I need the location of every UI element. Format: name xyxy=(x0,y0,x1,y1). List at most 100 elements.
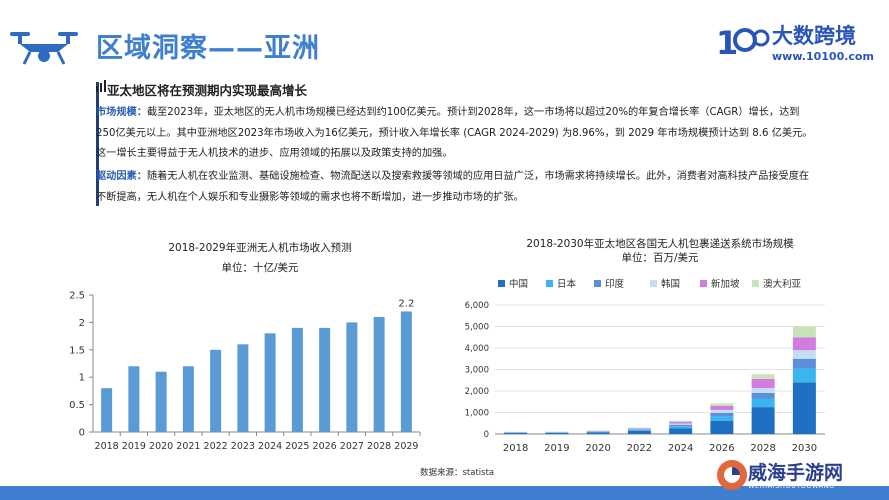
chart2-bar-segment xyxy=(669,423,693,425)
chart1-bar xyxy=(346,322,358,432)
chart2-bar-segment xyxy=(504,432,528,434)
chart2-bar-segment xyxy=(751,398,775,408)
chart1-bar xyxy=(128,366,140,432)
chart1-bar xyxy=(101,388,113,432)
chart2-legend-label: 中国 xyxy=(509,279,529,290)
chart1-unit: 单位：十亿/美元 xyxy=(221,262,299,274)
chart2-y-tick-label: 3,000 xyxy=(465,366,489,376)
watermark-logo-icon xyxy=(717,460,747,490)
chart2-x-tick-label: 2028 xyxy=(750,443,775,454)
chart1-bar xyxy=(155,371,167,432)
chart2-bar-segment xyxy=(710,403,734,406)
chart2-y-tick-label: 1,000 xyxy=(465,409,489,419)
svg-text:1: 1 xyxy=(716,24,738,62)
chart2-y-tick-label: 6,000 xyxy=(465,301,489,311)
logo-url: www.10100.com xyxy=(772,50,874,63)
chart2-bar-segment xyxy=(545,432,569,434)
chart2-x-tick-label: 2022 xyxy=(627,443,652,454)
chart2-legend-label: 日本 xyxy=(557,279,577,290)
chart1-bar xyxy=(319,327,331,432)
chart1-y-tick-label: 0 xyxy=(79,428,85,439)
driver-paragraph: 驱动因素：随着无人机在农业监测、基础设施检查、物流配送以及搜索救援等领域的应用日… xyxy=(96,167,816,208)
chart1-data-label: 2.2 xyxy=(398,298,414,309)
chart2-y-tick-label: 0 xyxy=(484,430,489,440)
chart2-y-tick-label: 2,000 xyxy=(465,387,489,397)
chart2-bar-segment xyxy=(627,428,651,430)
chart2-legend-label: 新加坡 xyxy=(711,279,740,290)
chart2-bar-segment xyxy=(669,424,693,427)
chart1-x-tick-label: 2028 xyxy=(367,441,391,452)
chart2-bar-segment xyxy=(751,387,775,393)
chart2-bar-segment xyxy=(627,430,651,431)
chart1-x-tick-label: 2022 xyxy=(204,441,228,452)
chart2-bar-segment xyxy=(669,428,693,434)
chart2-legend-item: 韩国 xyxy=(650,276,680,290)
chart1-x-tick-label: 2025 xyxy=(285,441,309,452)
chart2-bar-segment xyxy=(627,428,651,429)
chart2-x-tick-label: 2020 xyxy=(585,443,610,454)
watermark-text: 威海手游网 xyxy=(748,462,844,484)
chart2-bar-segment xyxy=(669,426,693,429)
chart2-legend-swatch xyxy=(498,279,505,287)
chart2-stacked-bar-chart: 0 1,000 2,000 3,000 4,000 5,000 6,000 2018 2019 2… xyxy=(465,301,825,454)
chart2-legend-item: 澳大利亚 xyxy=(752,276,801,290)
chart2-bar-segment xyxy=(627,430,651,434)
section-headline: 亚太地区将在预测期内实现最高增长 xyxy=(107,83,308,98)
chart2-x-tick-label: 2026 xyxy=(709,443,734,454)
chart1-y-tick-label: 0.5 xyxy=(69,400,85,411)
driver-text: 随着无人机在农业监测、基础设施检查、物流配送以及搜索救援等领域的应用日益广泛，市… xyxy=(96,171,810,203)
chart2-bar-segment xyxy=(669,420,693,422)
chart2-legend-item: 新加坡 xyxy=(700,276,740,290)
accent-bar xyxy=(96,82,99,206)
footer-band xyxy=(0,486,889,500)
chart2-legend-swatch xyxy=(752,279,759,287)
chart2-bar-segment xyxy=(792,350,816,359)
chart2-x-tick-label: 2019 xyxy=(544,443,569,454)
chart2-bar-segment xyxy=(792,358,816,369)
market-text: 截至2023年，亚太地区的无人机市场规模已经达到约100亿美元。预计到2028年… xyxy=(96,107,813,159)
chart2-legend-label: 韩国 xyxy=(661,279,681,290)
chart2-legend-swatch xyxy=(546,279,553,287)
driver-label: 驱动因素： xyxy=(96,171,147,182)
chart2-legend-swatch xyxy=(594,279,601,287)
chart1-bar xyxy=(291,327,303,432)
chart2-bar-segment xyxy=(751,374,775,379)
chart1-y-tick-label: 2 xyxy=(79,318,85,329)
chart2-x-tick-label: 2030 xyxy=(792,443,817,454)
chart2-x-tick-label: 2024 xyxy=(668,443,693,454)
chart2-x-tick-label: 2018 xyxy=(503,443,528,454)
chart2-legend-swatch xyxy=(700,279,707,287)
chart2-bar-segment xyxy=(710,409,734,413)
chart2-y-tick-label: 4,000 xyxy=(465,344,489,354)
chart2-legend-item: 中国 xyxy=(498,276,528,290)
chart1-bar xyxy=(237,344,249,432)
chart2-bar-segment xyxy=(710,405,734,410)
logo-icon: 1 xyxy=(716,24,770,62)
chart2-bar-segment xyxy=(669,421,693,424)
chart1-bar xyxy=(210,349,222,432)
chart2-legend-label: 澳大利亚 xyxy=(763,279,802,290)
chart1-y-tick-label: 1 xyxy=(79,373,85,384)
page-title: 区域洞察——亚洲 xyxy=(96,33,320,64)
chart2-bar-segment xyxy=(710,420,734,434)
logo-name: 大数跨境 xyxy=(772,24,856,48)
chart1-bar xyxy=(182,366,194,432)
data-source: 数据来源：statista xyxy=(420,468,495,478)
chart2-bar-segment xyxy=(710,416,734,421)
chart1-x-tick-label: 2027 xyxy=(340,441,364,452)
chart2-bar-segment xyxy=(710,412,734,417)
chart1-bar xyxy=(264,333,276,432)
chart1-y-tick-label: 2.5 xyxy=(69,291,85,302)
chart2-bar-segment xyxy=(792,326,816,338)
chart2-legend-item: 印度 xyxy=(594,276,624,290)
chart1-x-tick-label: 2024 xyxy=(258,441,282,452)
chart1-x-tick-label: 2023 xyxy=(231,441,255,452)
chart2-legend-swatch xyxy=(650,279,657,287)
chart2-bar-segment xyxy=(627,429,651,431)
chart2-legend-label: 印度 xyxy=(605,279,625,290)
watermark-subtext: WEIHAISHOUYOUWANG xyxy=(748,482,835,490)
chart1-x-tick-label: 2029 xyxy=(394,441,418,452)
chart1-x-tick-label: 2021 xyxy=(176,441,200,452)
chart2-bar-segment xyxy=(751,407,775,434)
chart2-bar-segment xyxy=(751,392,775,399)
